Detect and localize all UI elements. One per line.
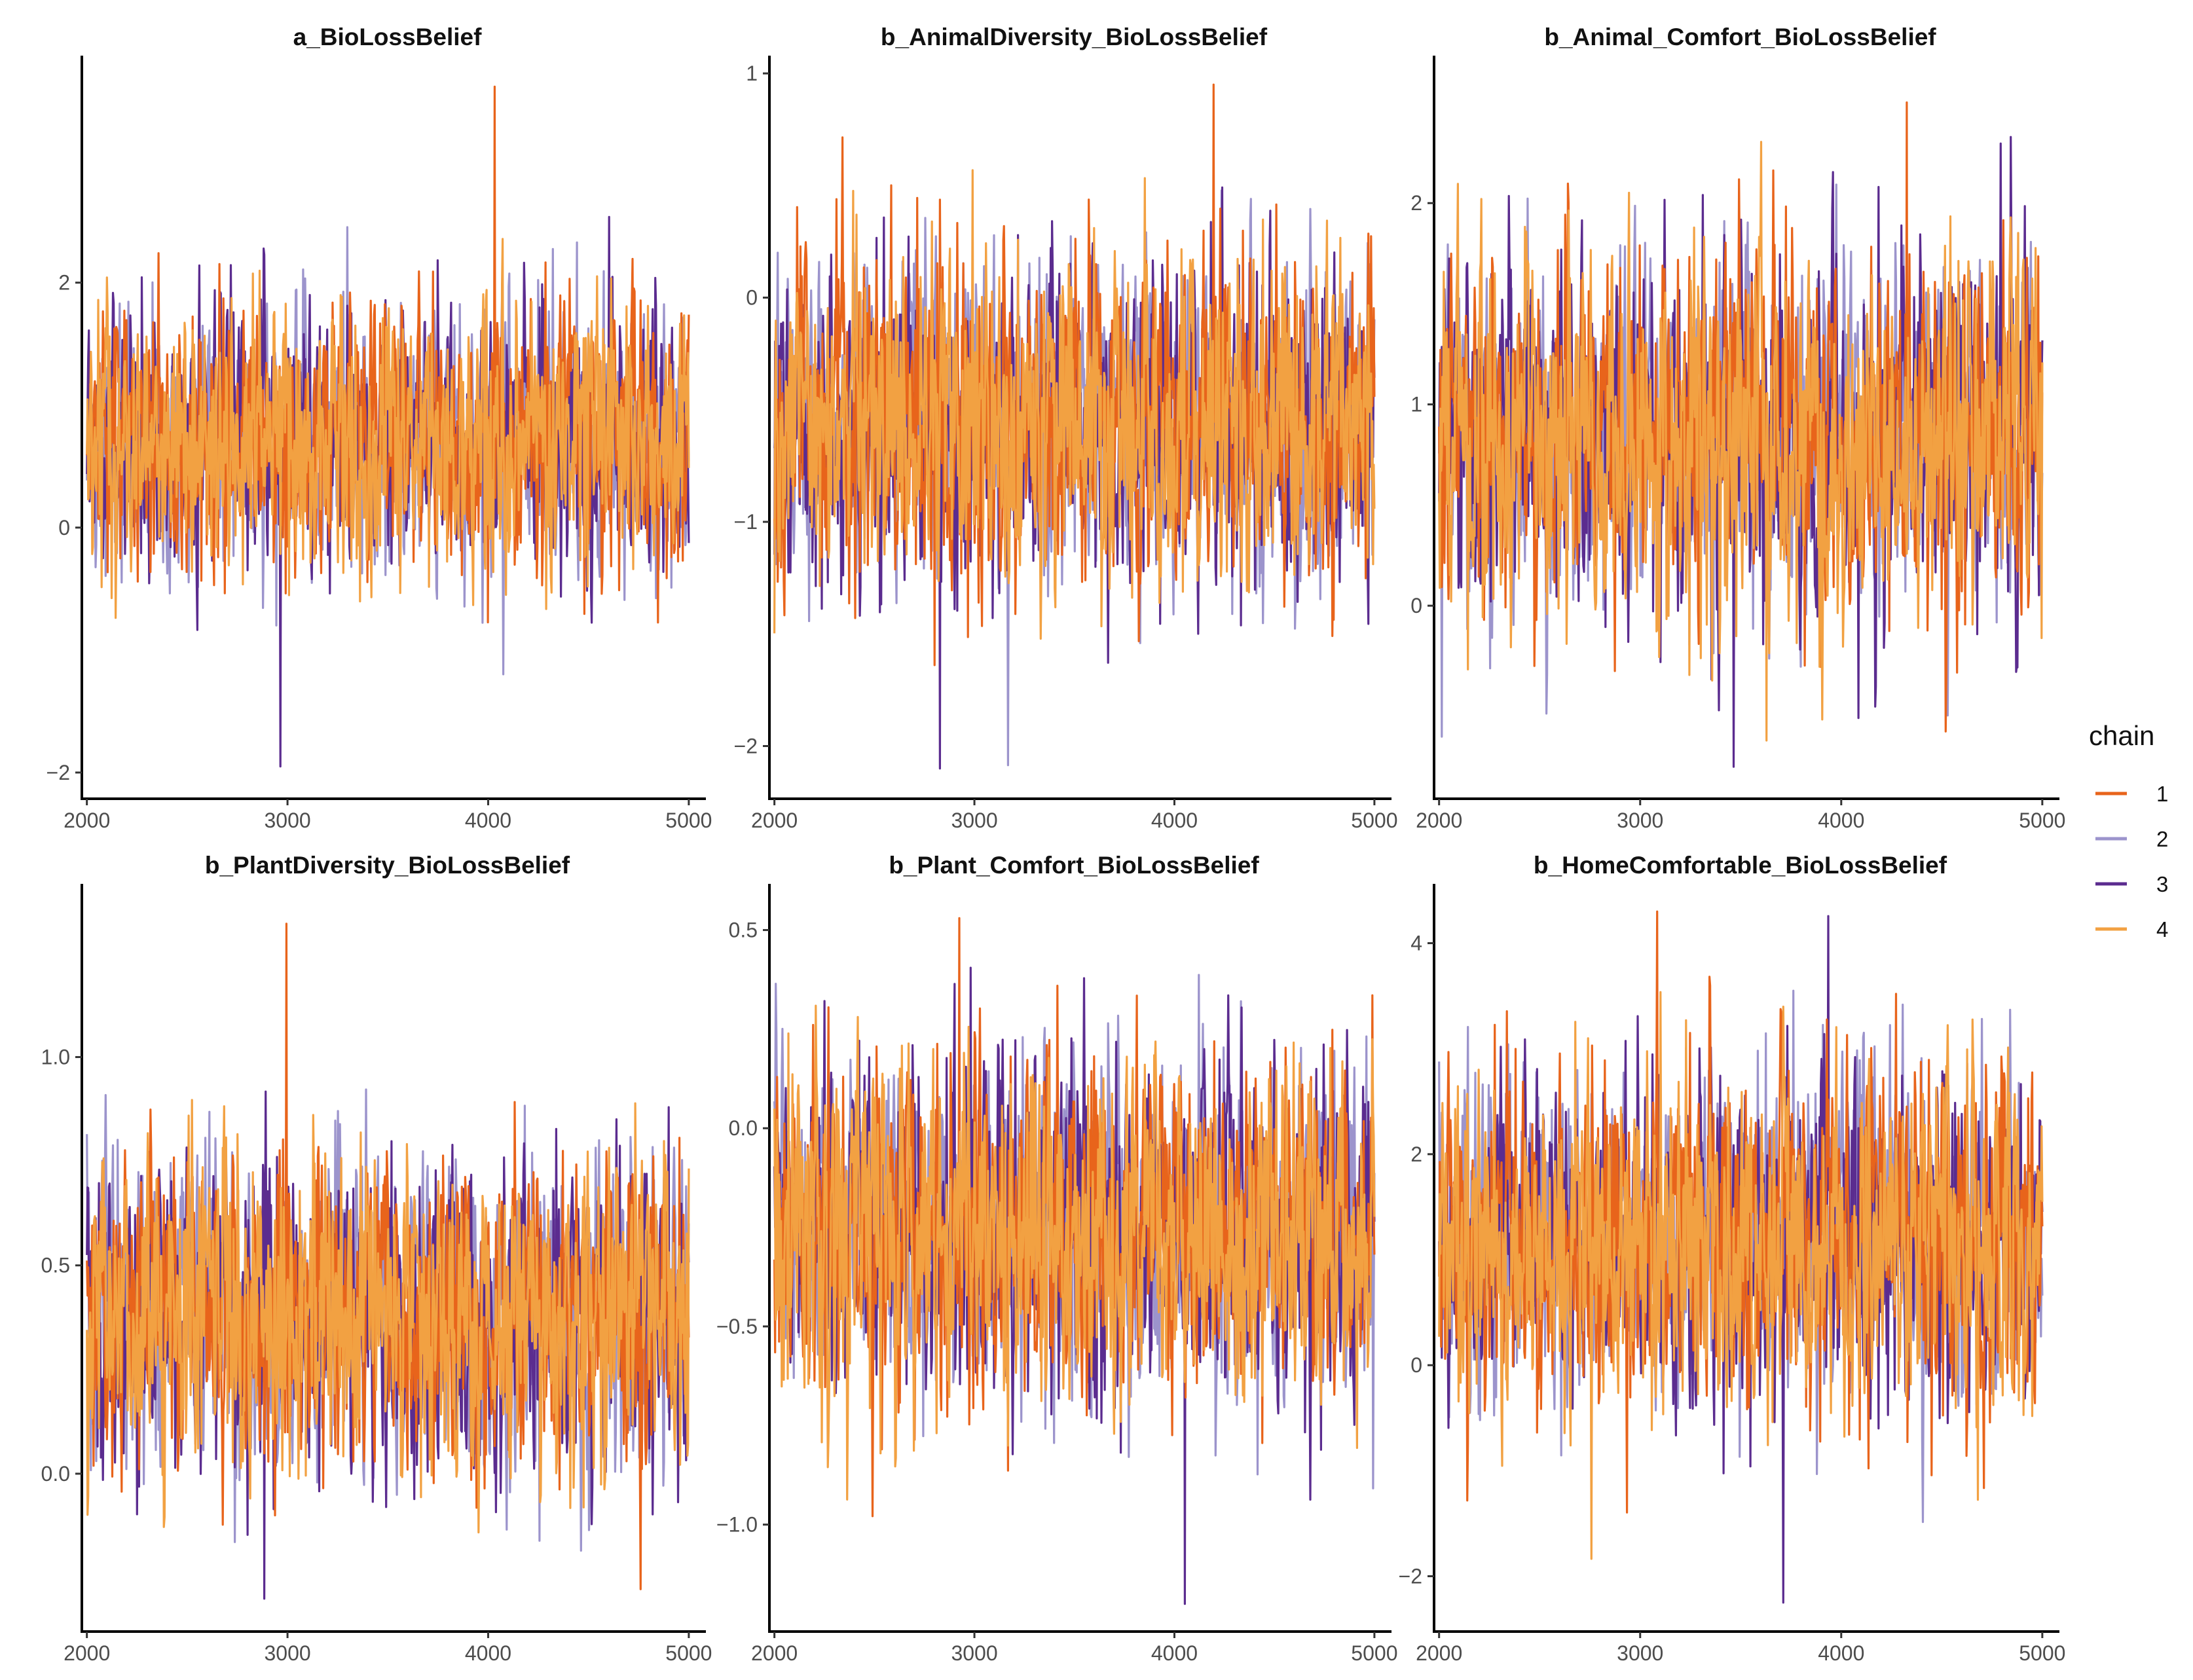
y-tick-label: 0	[746, 286, 758, 310]
y-tick-label: 0	[1410, 1353, 1422, 1377]
x-tick-label: 3000	[951, 1641, 997, 1665]
x-tick-label: 3000	[1617, 809, 1663, 832]
chain-4-trace	[1438, 991, 2044, 1560]
y-tick-label: −1	[734, 510, 758, 534]
y-tick-label: 0.0	[729, 1116, 758, 1140]
x-tick-label: 5000	[665, 1641, 712, 1665]
x-tick-label: 5000	[2019, 809, 2065, 832]
legend-label: 4	[2156, 917, 2168, 941]
x-tick-label: 5000	[2019, 1641, 2065, 1665]
panel-title: a_BioLossBelief	[293, 24, 483, 50]
y-tick-label: 0.5	[729, 919, 758, 942]
x-tick-label: 4000	[1151, 809, 1198, 832]
legend-label: 3	[2156, 872, 2168, 896]
chain-traces	[86, 922, 690, 1600]
y-tick-label: 1.0	[41, 1046, 70, 1069]
x-tick-label: 4000	[1151, 1641, 1198, 1665]
panel-title: b_Plant_Comfort_BioLossBelief	[889, 852, 1259, 879]
y-tick-label: 4	[1410, 932, 1422, 955]
x-tick-label: 3000	[264, 809, 310, 832]
chain-4-trace	[1438, 141, 2044, 742]
x-tick-label: 4000	[465, 1641, 511, 1665]
x-tick-label: 2000	[64, 809, 110, 832]
chain-4-trace	[86, 1099, 690, 1534]
x-tick-label: 2000	[1416, 1641, 1462, 1665]
panel-0: a_BioLossBelief −2 0 2 2000 3000 4000 5000	[46, 24, 712, 832]
chain-traces	[1438, 101, 2044, 768]
y-tick-label: 0	[1410, 594, 1422, 617]
x-tick-label: 2000	[1416, 809, 1462, 832]
panel-3: b_PlantDiversity_BioLossBelief 0.0 0.5 1.0 2…	[41, 852, 712, 1665]
y-tick-label: 2	[1410, 1142, 1422, 1166]
panel-2: b_Animal_Comfort_BioLossBelief 0 1 2 2000 300…	[1410, 24, 2065, 832]
x-tick-label: 4000	[1818, 1641, 1864, 1665]
x-tick-label: 5000	[1351, 809, 1397, 832]
x-tick-label: 3000	[951, 809, 997, 832]
legend-label: 2	[2156, 827, 2168, 851]
y-tick-label: 2	[58, 271, 70, 295]
panel-title: b_HomeComfortable_BioLossBelief	[1534, 852, 1947, 879]
chain-traces	[1438, 910, 2044, 1604]
x-tick-label: 4000	[1818, 809, 1864, 832]
x-tick-label: 2000	[751, 809, 798, 832]
y-tick-label: 1	[746, 62, 758, 85]
chain-traces	[86, 85, 690, 768]
y-tick-label: 0	[58, 516, 70, 539]
chain-1-trace	[773, 83, 1376, 667]
y-tick-label: 0.0	[41, 1462, 70, 1486]
y-tick-label: −1.0	[716, 1513, 758, 1537]
y-tick-label: 1	[1410, 393, 1422, 416]
x-tick-label: 2000	[751, 1641, 798, 1665]
y-tick-label: 2	[1410, 191, 1422, 215]
legend-title: chain	[2089, 720, 2154, 751]
y-tick-label: 0.5	[41, 1254, 70, 1277]
chain-4-trace	[86, 238, 690, 619]
panel-5: b_HomeComfortable_BioLossBelief −2 0 2 4 2000…	[1399, 852, 2066, 1665]
panel-4: b_Plant_Comfort_BioLossBelief −1.0 −0.5 0.0…	[716, 852, 1398, 1665]
x-tick-label: 4000	[465, 809, 511, 832]
x-tick-label: 3000	[264, 1641, 310, 1665]
x-tick-label: 3000	[1617, 1641, 1663, 1665]
chain-4-trace	[773, 169, 1376, 640]
panel-1: b_AnimalDiversity_BioLossBelief −2 −1 0 1 200…	[734, 24, 1398, 832]
panel-title: b_AnimalDiversity_BioLossBelief	[881, 24, 1268, 50]
y-tick-label: −2	[1399, 1564, 1422, 1588]
chain-traces	[773, 83, 1376, 770]
x-tick-label: 5000	[665, 809, 712, 832]
panel-title: b_PlantDiversity_BioLossBelief	[205, 852, 570, 879]
panel-title: b_Animal_Comfort_BioLossBelief	[1544, 24, 1936, 50]
y-tick-label: −0.5	[716, 1315, 758, 1338]
y-tick-label: −2	[46, 761, 70, 784]
legend-label: 1	[2156, 782, 2168, 806]
y-tick-label: −2	[734, 735, 758, 758]
chain-traces	[773, 917, 1376, 1605]
legend: chain 1 2 3 4	[2089, 720, 2168, 941]
x-tick-label: 5000	[1351, 1641, 1397, 1665]
chain-4-trace	[773, 1004, 1376, 1501]
x-tick-label: 2000	[64, 1641, 110, 1665]
